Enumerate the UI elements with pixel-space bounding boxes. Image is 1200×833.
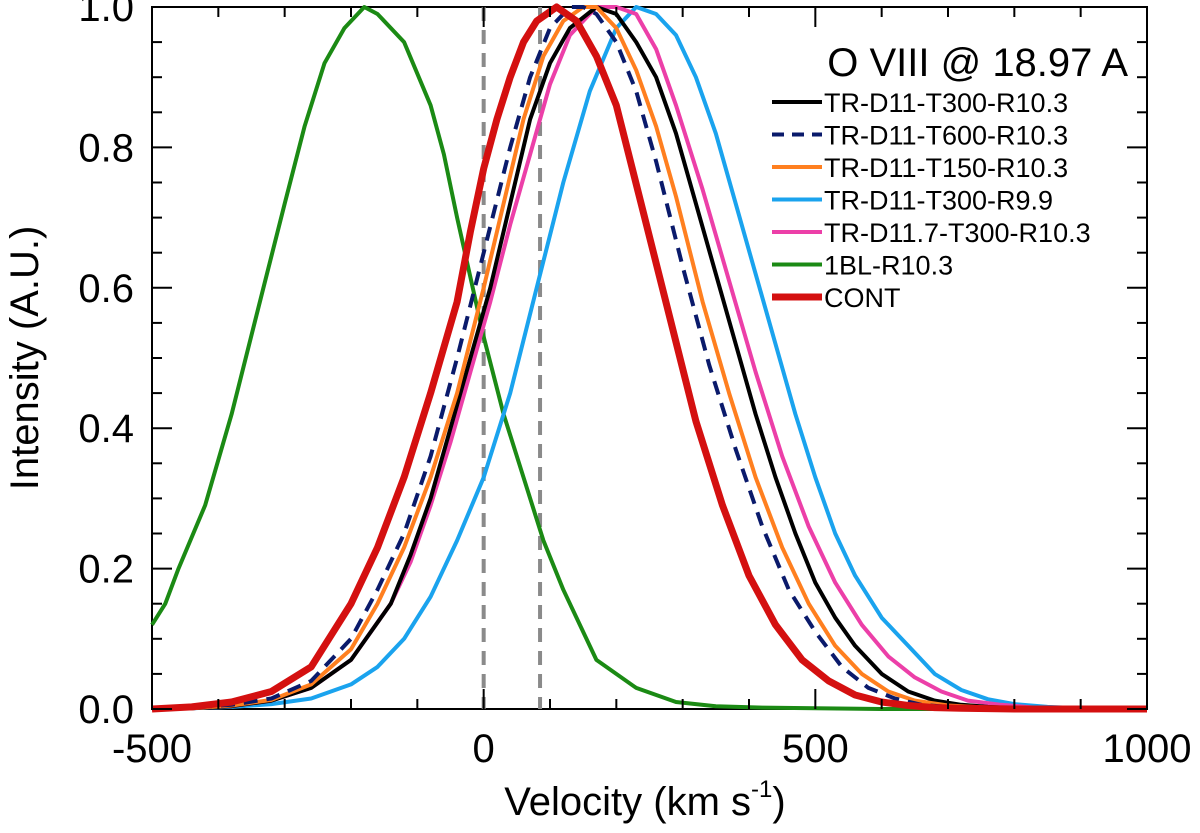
x-tick-label: 1000 bbox=[1103, 727, 1192, 771]
x-axis-title: Velocity (km s-1) bbox=[504, 776, 785, 824]
y-tick-label: 0.8 bbox=[78, 126, 134, 170]
legend-label: CONT bbox=[824, 283, 901, 313]
y-tick-label: 0.4 bbox=[78, 407, 134, 451]
legend-label: TR-D11-T150-R10.3 bbox=[824, 153, 1068, 183]
x-tick-label: 500 bbox=[782, 727, 849, 771]
series-line-1BL-R10.3 bbox=[150, 5, 1147, 711]
series-layer bbox=[150, 3, 1147, 713]
series-line-CONT bbox=[151, 3, 1147, 713]
y-tick-label: 0.2 bbox=[78, 548, 134, 592]
y-axis-title: Intensity (A.U.) bbox=[3, 226, 47, 491]
series-line-TR-D11-T300-R9.9 bbox=[151, 5, 1147, 711]
legend-label: TR-D11.7-T300-R10.3 bbox=[824, 218, 1091, 248]
series-line-TR-D11-T150-R10.3 bbox=[151, 5, 1147, 711]
legend-title: O VIII @ 18.97 A bbox=[827, 41, 1128, 85]
tick-labels: -500 0 500 1000 0.0 0.2 0.4 0.6 0.8 1.0 bbox=[78, 0, 1191, 771]
legend: TR-D11-T300-R10.3TR-D11-T600-R10.3TR-D11… bbox=[772, 88, 1091, 313]
x-tick-label: -500 bbox=[112, 727, 192, 771]
axis-ticks bbox=[151, 6, 1148, 710]
legend-label: TR-D11-T300-R9.9 bbox=[824, 186, 1053, 216]
series-line-TR-D11-T600-R10.3 bbox=[151, 5, 1147, 711]
y-tick-label: 1.0 bbox=[78, 0, 134, 30]
legend-label: TR-D11-T600-R10.3 bbox=[824, 121, 1068, 151]
y-tick-label: 0.0 bbox=[78, 688, 134, 732]
legend-label: TR-D11-T300-R10.3 bbox=[824, 88, 1068, 118]
legend-label: 1BL-R10.3 bbox=[824, 251, 953, 281]
x-tick-label: 0 bbox=[473, 727, 495, 771]
y-tick-label: 0.6 bbox=[78, 267, 134, 311]
